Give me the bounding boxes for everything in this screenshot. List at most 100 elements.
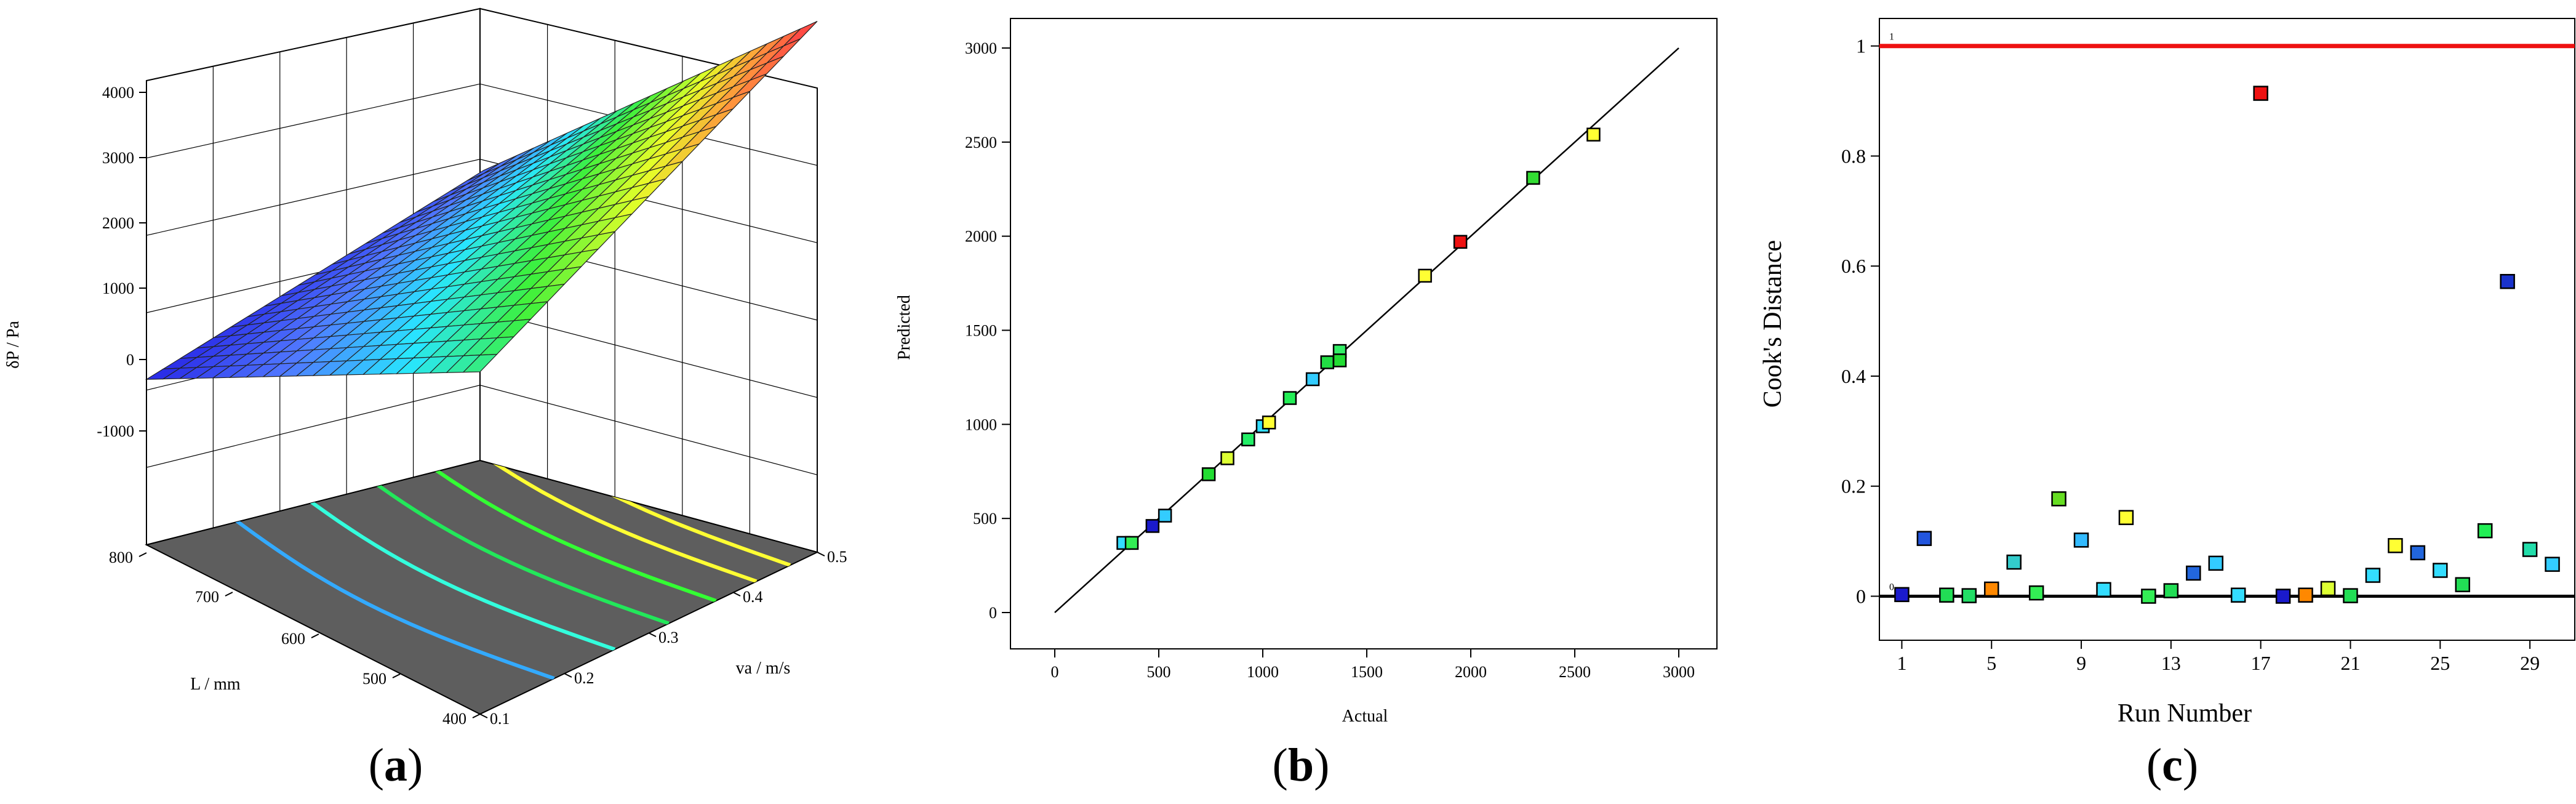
b-y-tick-label: 1000: [965, 416, 997, 433]
b-y-tick-label: 2500: [965, 134, 997, 151]
c-data-point: [2275, 589, 2291, 604]
wall-grid-line: [146, 385, 818, 475]
c-x-tick-label: 9: [2076, 652, 2086, 674]
y-tick-mark: [479, 714, 488, 718]
threshold-line-label: 1: [1889, 32, 1894, 42]
c-data-point: [2028, 585, 2044, 601]
panel-b-predicted-vs-actual: 0 500 1000 1500 2000 2500 3000 0 500 1000 1500 2000…: [895, 18, 1718, 791]
c-data-point: [2073, 533, 2089, 548]
caption-c-letter: c: [2162, 739, 2183, 791]
c-data-point: [2365, 568, 2381, 583]
z-tick-label: 2000: [102, 214, 134, 232]
b-data-point: [1201, 467, 1216, 481]
contour-line: [334, 460, 670, 625]
c-y-tick-label: 1: [1856, 35, 1866, 57]
c-data-point: [2141, 589, 2156, 604]
c-y-tick-label: 0.8: [1841, 145, 1866, 167]
y-tick-label: 0.1: [490, 710, 510, 728]
c-data-point: [1984, 581, 1999, 597]
y-tick-label: 0.4: [743, 588, 763, 606]
caption-b: (b): [1273, 739, 1330, 791]
x-tick-mark: [225, 592, 233, 597]
c-data-point: [2230, 587, 2246, 603]
b-x-axis-label: Actual: [1342, 707, 1388, 726]
c-data-point: [2051, 491, 2066, 507]
c-data-point: [1894, 587, 1910, 603]
b-y-tick-label: 500: [973, 510, 997, 528]
y-tick-label: 0.2: [574, 669, 594, 687]
b-data-point: [1332, 353, 1347, 368]
panel-a-surface-plot: 4000 3000 2000 1000 0 -1000 800 700 600 500 400 0.1…: [4, 7, 847, 791]
c-y-tick-label: 0.4: [1841, 365, 1866, 387]
b-data-point: [1586, 127, 1601, 142]
b-data-point: [1320, 355, 1335, 369]
contour-line: [280, 478, 616, 651]
z-tick-label: 0: [126, 351, 134, 369]
c-x-tick-label: 25: [2430, 652, 2450, 674]
c-data-point: [2410, 545, 2426, 561]
x-tick-mark: [138, 552, 147, 557]
c-data-point: [2343, 588, 2358, 603]
b-x-tick-label: 500: [1147, 663, 1171, 681]
b-y-tick-label: 1500: [965, 322, 997, 340]
b-data-point: [1453, 235, 1468, 249]
b-data-point: [1124, 536, 1139, 550]
x-tick-mark: [392, 673, 401, 678]
c-data-point: [1939, 587, 1954, 603]
panel-b-points: [1116, 127, 1601, 550]
c-data-point: [2208, 555, 2224, 571]
b-y-tick-label: 0: [989, 604, 997, 622]
c-x-tick-label: 1: [1897, 652, 1906, 674]
y-tick-mark: [817, 552, 825, 557]
b-x-tick-label: 2500: [1559, 663, 1591, 681]
b-data-point: [1158, 509, 1172, 523]
b-y-axis-label: Predicted: [895, 295, 914, 360]
c-x-tick-label: 21: [2340, 652, 2360, 674]
z-tick-label: -1000: [97, 422, 134, 440]
b-x-tick-label: 2000: [1455, 663, 1487, 681]
panel-c-ticks: 1 5 9 13 17 21 25 29 0 0.2 0.4 0.6 0.8 1: [1841, 35, 2540, 674]
b-data-point: [1262, 416, 1276, 430]
c-data-point: [2118, 510, 2134, 525]
surface-cell: [783, 21, 818, 47]
b-data-point: [1305, 372, 1320, 387]
y-tick-label: 0.5: [827, 548, 847, 566]
z-tick-label: 1000: [102, 279, 134, 297]
c-data-point: [2388, 538, 2403, 553]
y-tick-mark: [564, 673, 572, 678]
b-y-tick-label: 2000: [965, 228, 997, 246]
caption-c: (c): [2146, 739, 2198, 791]
panel-a-ticks: 4000 3000 2000 1000 0 -1000 800 700 600 500 400 0.1…: [97, 84, 847, 728]
c-data-point: [2253, 86, 2268, 101]
c-x-tick-label: 5: [1986, 652, 1996, 674]
panel-c-points: [1894, 86, 2560, 604]
c-data-point: [2186, 565, 2201, 581]
c-y-axis-label: Cook's Distance: [1759, 240, 1787, 408]
c-x-tick-label: 13: [2161, 652, 2181, 674]
caption-a: (a): [369, 739, 423, 791]
c-data-point: [2500, 273, 2515, 289]
c-data-point: [1961, 588, 1977, 603]
contour-line: [219, 507, 555, 680]
y-tick-mark: [732, 592, 741, 597]
y-tick-mark: [648, 632, 657, 637]
x-tick-label: 500: [362, 670, 386, 688]
y-tick-label: 0.3: [658, 629, 679, 646]
c-data-point: [2455, 577, 2470, 592]
c-data-point: [2163, 583, 2179, 598]
c-x-tick-label: 29: [2520, 652, 2540, 674]
b-x-tick-label: 1500: [1351, 663, 1383, 681]
b-data-point: [1526, 171, 1540, 185]
b-data-point: [1241, 432, 1255, 447]
c-y-tick-label: 0.2: [1841, 475, 1866, 497]
x-tick-mark: [472, 714, 481, 718]
c-data-point: [2522, 542, 2538, 557]
caption-b-letter: b: [1288, 739, 1314, 791]
x-tick-label: 800: [109, 549, 133, 566]
panel-b-ticks: 0 500 1000 1500 2000 2500 3000 0 500 1000 1500 2000…: [965, 39, 1695, 681]
b-data-point: [1220, 451, 1234, 465]
svg-text:(a): (a): [369, 739, 423, 791]
wall-grid-line: [146, 159, 818, 243]
c-data-point: [2320, 581, 2336, 597]
